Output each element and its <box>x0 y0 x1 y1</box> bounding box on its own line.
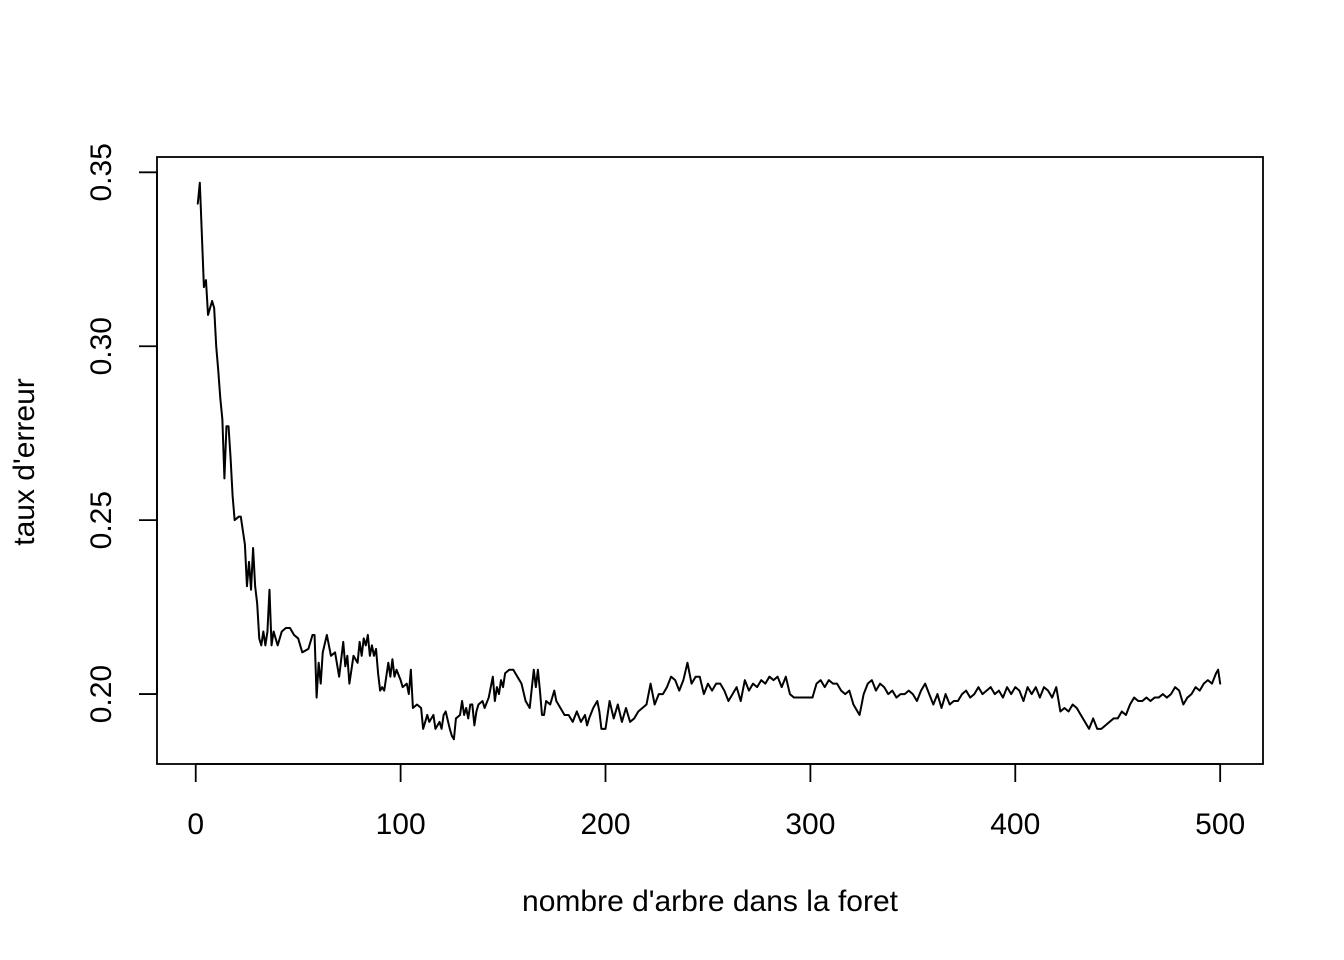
x-axis-title: nombre d'arbre dans la foret <box>522 885 899 918</box>
y-tick-label: 0.35 <box>85 143 118 201</box>
y-axis-title: taux d'erreur <box>8 378 41 545</box>
x-tick-label: 300 <box>785 808 835 841</box>
x-tick-label: 0 <box>187 808 204 841</box>
y-tick-label: 0.20 <box>85 665 118 723</box>
y-tick-label: 0.30 <box>85 317 118 375</box>
error-rate-line <box>196 181 1222 741</box>
x-tick-label: 500 <box>1195 808 1245 841</box>
x-axis: 0 100 200 300 400 500 <box>187 763 1245 841</box>
plot-box <box>156 156 1264 765</box>
x-tick-label: 100 <box>376 808 426 841</box>
y-tick-label: 0.25 <box>85 491 118 549</box>
x-tick-label: 400 <box>990 808 1040 841</box>
x-tick-label: 200 <box>580 808 630 841</box>
y-axis: 0.20 0.25 0.30 0.35 <box>85 143 158 723</box>
